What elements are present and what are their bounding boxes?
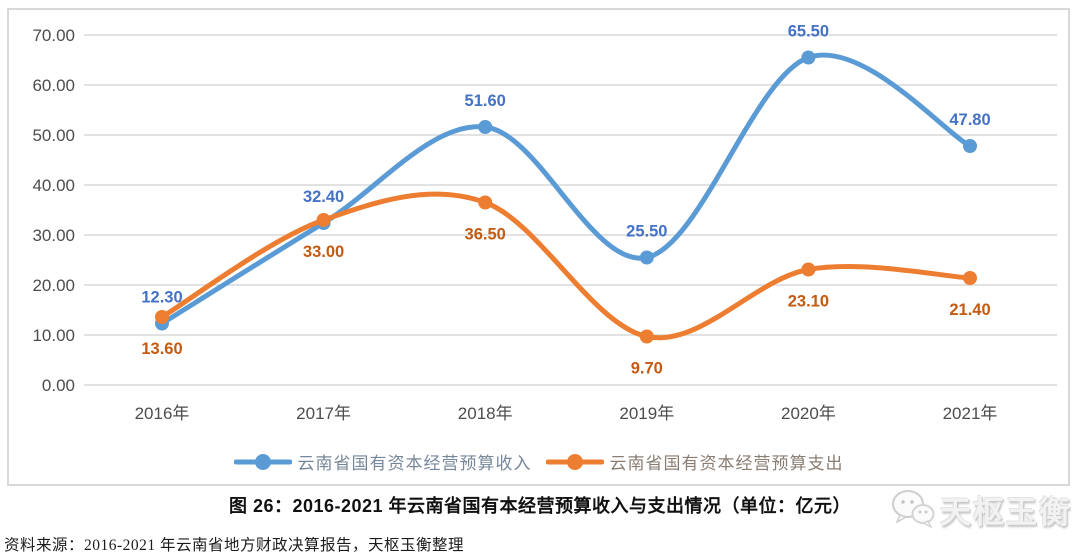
y-tick-label: 0.00 <box>42 376 75 395</box>
y-tick-label: 70.00 <box>32 26 75 45</box>
data-point <box>639 250 654 265</box>
x-tick-label: 2019年 <box>619 404 674 423</box>
chart-frame: 0.00 10.00 20.00 30.00 40.00 50.00 60.00 70.00 2… <box>7 8 1070 486</box>
x-tick-label: 2020年 <box>781 404 836 423</box>
legend-marker <box>233 453 292 470</box>
chart-legend: 云南省国有资本经营预算收入 云南省国有资本经营预算支出 <box>9 449 1068 474</box>
source-note: 资料来源：2016-2021 年云南省地方财政决算报告，天枢玉衡整理 <box>4 537 465 554</box>
line-chart: 0.00 10.00 20.00 30.00 40.00 50.00 60.00 70.00 2… <box>32 23 1057 423</box>
data-label: 51.60 <box>465 92 506 110</box>
data-label: 65.50 <box>788 23 829 41</box>
data-point <box>963 271 977 285</box>
chart-title: 图 26：2016-2021 年云南省国有本经营预算收入与支出情况（单位：亿元） <box>228 496 852 516</box>
data-point <box>155 310 169 324</box>
data-label: 12.30 <box>141 289 182 307</box>
series-line <box>159 191 973 341</box>
legend-label: 云南省国有资本经营预算支出 <box>609 454 844 473</box>
data-label: 25.50 <box>626 223 667 241</box>
y-tick-label: 50.00 <box>32 126 75 145</box>
data-label: 32.40 <box>303 188 344 206</box>
y-tick-label: 10.00 <box>32 326 75 345</box>
y-tick-label: 60.00 <box>32 76 75 95</box>
data-point <box>801 262 816 277</box>
legend-item: 云南省国有资本经营预算收入 <box>233 449 532 474</box>
legend-label: 云南省国有资本经营预算收入 <box>297 454 532 473</box>
x-tick-label: 2021年 <box>943 404 998 423</box>
x-tick-label: 2017年 <box>296 404 351 423</box>
data-point <box>478 120 493 134</box>
data-point <box>639 329 654 344</box>
data-point <box>801 50 816 65</box>
x-tick-label: 2016年 <box>135 404 190 423</box>
data-point <box>963 139 977 153</box>
y-tick-label: 20.00 <box>32 276 75 295</box>
legend-item: 云南省国有资本经营预算支出 <box>545 449 844 474</box>
data-label: 23.10 <box>788 293 829 311</box>
data-label: 21.40 <box>949 301 990 319</box>
data-label: 47.80 <box>949 111 990 129</box>
data-label: 13.60 <box>141 340 182 358</box>
data-point <box>478 195 493 210</box>
y-tick-label: 30.00 <box>32 226 75 245</box>
legend-marker <box>545 453 604 470</box>
y-tick-label: 40.00 <box>32 176 75 195</box>
series-line <box>159 52 973 326</box>
data-label: 9.70 <box>631 360 663 378</box>
data-label: 33.00 <box>303 243 344 261</box>
data-point <box>316 213 331 227</box>
data-label: 36.50 <box>465 226 506 244</box>
x-tick-label: 2018年 <box>458 404 513 423</box>
